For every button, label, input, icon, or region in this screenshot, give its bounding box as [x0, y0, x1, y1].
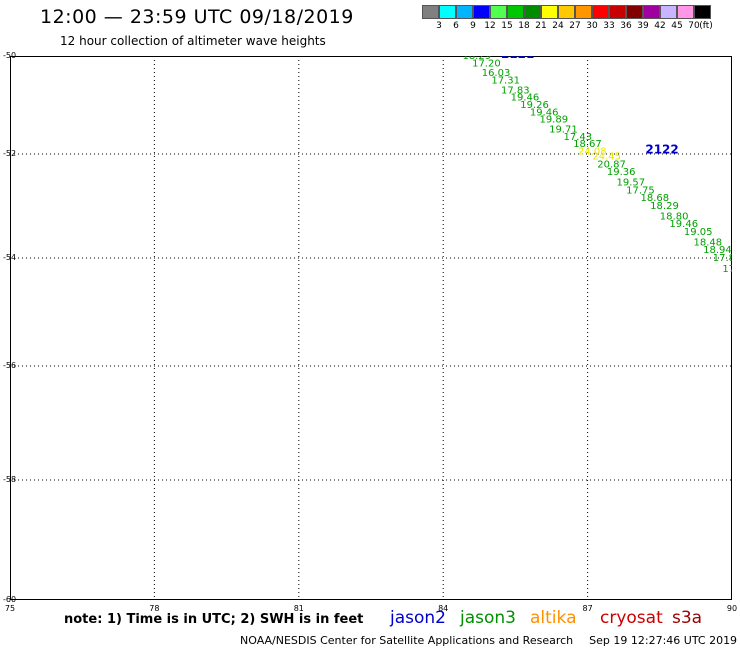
scale-swatch	[575, 5, 592, 19]
scale-swatch	[677, 5, 694, 19]
scale-label: 42	[654, 21, 666, 31]
note-text: note: 1) Time is in UTC; 2) SWH is in fe…	[64, 612, 364, 627]
scale-swatch	[626, 5, 643, 19]
longitude-label: 84	[438, 604, 449, 613]
scale-label: 27	[569, 21, 581, 31]
wave-height-label: 17.20	[472, 58, 501, 69]
wave-height-label: 24.08	[578, 147, 607, 158]
wave-height-label: 19.57	[616, 178, 645, 189]
latitude-label: -50	[3, 51, 17, 60]
wave-height-label: 24.45	[592, 152, 621, 163]
scale-label: 21	[535, 21, 547, 31]
wave-height-label: 17.43	[564, 132, 593, 143]
scale-swatch	[694, 5, 711, 19]
wave-height-label: 16.03	[482, 68, 511, 79]
footer-credit: NOAA/NESDIS Center for Satellite Applica…	[240, 634, 737, 647]
map-plot-area: 18.29 17.20 16.03 17.31 17.83 19.46 19.26 19.46…	[10, 56, 732, 600]
map-title: 12:00 — 23:59 UTC 09/18/2019	[40, 6, 354, 28]
scale-swatch	[439, 5, 456, 19]
scale-label: (ft)	[699, 21, 713, 31]
scale-swatch	[541, 5, 558, 19]
pass-number-label: 2121	[501, 56, 534, 61]
legend-item-cryosat: cryosat	[600, 608, 663, 628]
legend-item-altika: altika	[530, 608, 577, 628]
scale-swatch	[507, 5, 524, 19]
longitude-label: 90	[726, 604, 738, 613]
scale-label: 9	[470, 21, 476, 31]
wave-height-label: 20.87	[597, 159, 626, 170]
wave-height-label: 18.48	[693, 237, 722, 248]
scale-swatch	[609, 5, 626, 19]
wave-height-label: 19.46	[669, 219, 698, 230]
wave-height-label: 17	[722, 264, 732, 275]
longitude-label: 81	[293, 604, 304, 613]
legend-item-jason3: jason3	[460, 608, 516, 628]
wave-height-label: 18.94	[703, 245, 732, 256]
scale-label: 39	[637, 21, 649, 31]
wave-height-label: 17.83	[501, 85, 530, 96]
scale-swatch	[643, 5, 660, 19]
wave-height-label: 18.80	[660, 211, 689, 222]
latitude-label: -52	[3, 149, 17, 158]
wave-height-label: 19.46	[530, 107, 559, 118]
scale-label: 15	[501, 21, 513, 31]
scale-swatch	[558, 5, 575, 19]
legend-item-jason2: jason2	[390, 608, 446, 628]
scale-swatch	[490, 5, 507, 19]
wave-height-label: 19.71	[549, 125, 578, 136]
wave-height-label: 19.89	[539, 115, 568, 126]
wave-height-label: 18.29	[650, 201, 679, 212]
scale-swatch	[660, 5, 677, 19]
latitude-label: -60	[3, 595, 17, 604]
latitude-label: -56	[3, 361, 17, 370]
wave-height-label: 17.75	[626, 185, 655, 196]
scale-swatch	[592, 5, 609, 19]
scale-swatch	[473, 5, 490, 19]
map-svg: 18.2917.2016.0317.3117.8319.4619.2619.46…	[10, 56, 732, 600]
color-scale	[422, 5, 711, 19]
scale-label: 33	[603, 21, 615, 31]
latitude-label: -58	[3, 475, 17, 484]
wave-height-label: 19.36	[607, 167, 636, 178]
scale-label: 70	[688, 21, 700, 31]
longitude-label: 87	[582, 604, 593, 613]
wave-height-label: 19.05	[684, 227, 713, 238]
wave-height-label: 19.46	[511, 93, 540, 104]
scale-swatch	[422, 5, 439, 19]
scale-label: 6	[453, 21, 459, 31]
wave-height-label: 18.67	[573, 139, 602, 150]
wave-height-label: 17.89	[713, 253, 732, 264]
scale-label: 3	[436, 21, 442, 31]
scale-label: 45	[671, 21, 683, 31]
credit-text: NOAA/NESDIS Center for Satellite Applica…	[240, 634, 574, 647]
wave-height-label: 18.29	[462, 56, 491, 62]
wave-height-label: 18.68	[641, 193, 670, 204]
map-border	[10, 56, 732, 600]
map-subtitle: 12 hour collection of altimeter wave hei…	[60, 34, 326, 48]
scale-label: 30	[586, 21, 598, 31]
wave-height-label: 17.31	[491, 76, 520, 87]
legend-item-s3a: s3a	[672, 608, 703, 628]
scale-label: 36	[620, 21, 632, 31]
pass-number-label: 2122	[645, 143, 678, 157]
scale-label: 12	[484, 21, 496, 31]
wave-height-label: 19.26	[520, 100, 549, 111]
longitude-label: 75	[4, 604, 16, 613]
scale-label: 18	[518, 21, 530, 31]
longitude-label: 78	[149, 604, 160, 613]
scale-swatch	[524, 5, 541, 19]
latitude-label: -54	[3, 253, 17, 262]
scale-label: 24	[552, 21, 564, 31]
scale-swatch	[456, 5, 473, 19]
color-scale-labels: 3 6 9 12 15 18 21 24 27 30 33 36 39 42 45 70 (ft)	[422, 21, 740, 33]
timestamp-text: Sep 19 12:27:46 UTC 2019	[589, 634, 738, 647]
